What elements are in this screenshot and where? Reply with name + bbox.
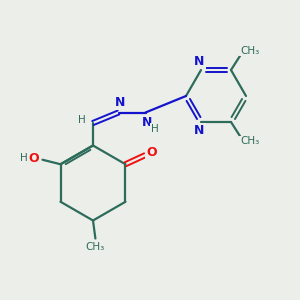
- Text: O: O: [28, 152, 39, 165]
- Text: N: N: [142, 116, 152, 129]
- Text: CH₃: CH₃: [86, 242, 105, 252]
- Text: CH₃: CH₃: [240, 46, 260, 56]
- Text: H: H: [78, 115, 86, 125]
- Text: O: O: [146, 146, 157, 159]
- Text: H: H: [151, 124, 158, 134]
- Text: N: N: [194, 124, 205, 137]
- Text: N: N: [115, 96, 125, 110]
- Text: CH₃: CH₃: [240, 136, 260, 146]
- Text: N: N: [194, 55, 205, 68]
- Text: H: H: [20, 153, 28, 163]
